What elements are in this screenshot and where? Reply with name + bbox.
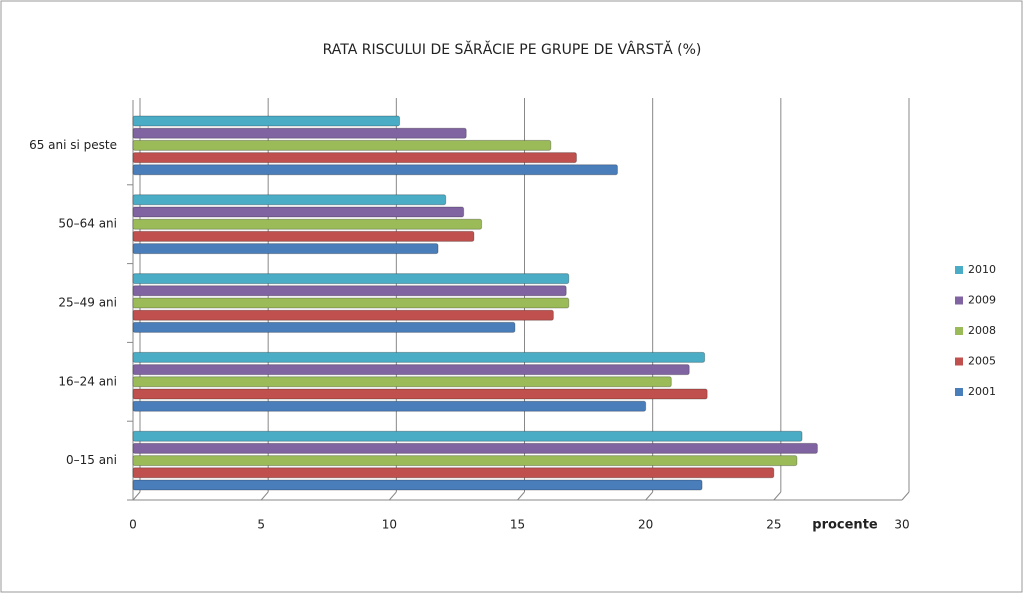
bar [132,115,401,127]
bar [132,297,570,309]
x-tick-label: 10 [382,518,397,532]
bar [132,243,439,255]
legend-swatch [955,357,963,366]
y-tick-label: 25–49 ani [58,296,117,310]
tick-mark [901,491,910,501]
tick-mark [517,491,525,501]
bar [132,388,708,400]
bar [132,400,647,412]
legend-label: 2008 [968,324,996,337]
bar [132,206,465,218]
bar [132,230,475,242]
bar [132,351,706,363]
bar [132,467,775,479]
bar [132,376,672,388]
bar [132,321,516,333]
legend-swatch [955,266,963,274]
y-tick-label: 50–64 ani [58,217,117,231]
tick-mark [260,491,269,501]
legend-label: 2005 [968,355,996,368]
tick-mark [388,491,397,501]
tick-mark [645,491,654,501]
x-axis-label: procente [812,518,878,533]
y-tick-label: 16–24 ani [58,374,117,388]
bar [132,152,577,164]
bar [132,364,690,376]
x-tick-label: 15 [510,518,525,532]
bar [132,139,552,151]
tick-mark [773,491,782,501]
bar [132,479,703,491]
bar [132,127,467,139]
legend-label: 2010 [968,263,996,276]
bar [132,309,554,321]
chart-title: RATA RISCULUI DE SĂRĂCIE PE GRUPE DE VÂR… [323,40,702,58]
x-tick-label: 5 [257,518,265,532]
legend-label: 2001 [968,385,996,398]
bar [132,430,803,442]
bar [132,273,570,285]
legend-swatch [955,327,963,335]
legend-swatch [955,388,963,396]
y-tick-label: 0–15 ani [66,453,117,467]
y-tick-label: 65 ani si peste [29,138,117,152]
x-tick-label: 0 [129,518,137,532]
legend-swatch [955,296,963,305]
tick-mark [132,491,141,501]
x-tick-label: 25 [766,518,781,532]
x-tick-label: 20 [638,518,653,532]
bar [132,194,447,206]
bar [132,455,798,467]
x-tick-label: 30 [894,518,909,532]
bar [132,285,567,297]
bar [132,218,483,230]
legend-label: 2009 [968,294,996,307]
bar [132,442,818,454]
bar [132,164,618,176]
